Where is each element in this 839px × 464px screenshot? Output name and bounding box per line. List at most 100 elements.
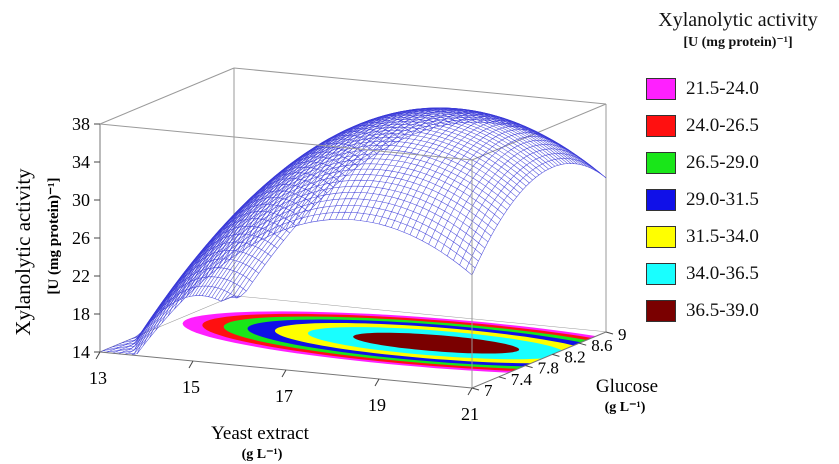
mesh-line-yeast-35 [316,109,452,222]
mesh-line-glucose-37 [217,111,591,301]
mesh-line-yeast-22 [236,142,371,255]
box-edge-right-floor-y [471,331,607,389]
legend-item: 31.5-34.0 [646,222,759,252]
mesh-line-yeast-1 [106,285,241,353]
y-tick-label-8.6: 8.6 [591,336,612,355]
y-axis-label: Glucose [596,376,658,397]
x-tick-mark-15 [188,360,194,369]
legend-swatch [646,263,676,285]
legend-label: 34.0-36.5 [686,263,759,284]
mesh-line-yeast-60 [471,163,607,276]
mesh-line-yeast-11 [167,204,303,316]
mesh-line-glucose-15 [147,137,521,326]
mesh-line-yeast-57 [453,148,588,261]
y-tick-label-7: 7 [484,381,493,400]
mesh-line-yeast-41 [353,108,489,221]
legend-label: 29.0-31.5 [686,189,759,210]
mesh-line-yeast-30 [285,117,421,230]
z-tick-label-34: 34 [72,152,90,172]
mesh-line-yeast-32 [298,113,433,226]
legend-item: 36.5-39.0 [646,296,759,326]
mesh-line-yeast-45 [378,112,514,225]
legend-swatch [646,152,676,174]
z-tick-label-26: 26 [72,228,90,248]
y-axis-unit: (g L⁻¹) [605,400,646,415]
mesh-line-yeast-34 [310,110,445,223]
x-tick-label-15: 15 [182,377,200,397]
legend-swatch [646,226,676,248]
legend-item: 24.0-26.5 [646,111,759,141]
x-axis-label: Yeast extract [211,423,310,444]
z-axis-unit: [U (mg protein)⁻¹] [46,177,62,294]
mesh-line-glucose-24 [176,113,549,302]
mesh-line-yeast-29 [279,119,414,232]
mesh-line-yeast-33 [304,111,439,224]
x-axis-unit: (g L⁻¹) [242,447,283,462]
legend-item: 21.5-24.0 [646,74,759,104]
mesh-line-yeast-47 [391,115,526,228]
mesh-line-yeast-44 [372,110,507,223]
mesh-line-yeast-36 [322,108,458,221]
mesh-line-yeast-39 [341,107,476,220]
mesh-line-yeast-48 [397,117,532,230]
box-edge-front-top-x [99,123,473,161]
y-tick-mark-7.8 [525,365,533,369]
contour-band-36.5-39.0 [353,332,520,354]
mesh-line-yeast-6 [136,241,272,354]
mesh-line-yeast-3 [118,267,253,355]
mesh-line-yeast-12 [174,197,309,310]
legend-swatch [646,78,676,100]
legend-label: 36.5-39.0 [686,300,759,321]
legend-item: 34.0-36.5 [646,259,759,289]
y-tick-mark-8.6 [579,342,587,346]
z-tick-label-38: 38 [72,114,90,134]
mesh-line-yeast-23 [242,138,377,251]
z-tick-label-14: 14 [72,342,90,362]
mesh-line-glucose-19 [160,124,533,313]
y-tick-label-7.8: 7.8 [538,359,559,378]
legend-item: 29.0-31.5 [646,185,759,215]
z-axis-label: Xylanolytic activity [11,168,35,336]
z-tick-label-30: 30 [72,190,90,210]
y-tick-label-7.4: 7.4 [511,370,533,389]
z-tick-label-18: 18 [72,304,90,324]
x-tick-mark-21 [467,387,473,396]
legend-swatch [646,115,676,137]
z-axis-title: Xylanolytic activity [11,168,35,336]
mesh-line-yeast-46 [384,113,520,226]
mesh-line-yeast-20 [223,151,359,264]
mesh-line-yeast-49 [403,120,538,233]
response-surface-mesh [99,107,607,356]
x-tick-label-19: 19 [368,395,386,415]
box-edge-back-top-x [233,67,607,105]
mesh-line-yeast-27 [267,124,402,237]
legend-swatch [646,300,676,322]
y-tick-label-8.2: 8.2 [564,347,585,366]
mesh-line-yeast-25 [254,131,390,244]
x-tick-label-21: 21 [461,404,479,424]
mesh-line-yeast-15 [192,178,328,291]
box-edge-top-left-y [99,67,235,125]
mesh-line-yeast-38 [335,107,470,220]
y-tick-mark-9 [605,331,614,335]
mesh-line-yeast-58 [459,153,594,266]
mesh-line-yeast-52 [422,129,557,242]
z-tick-label-22: 22 [72,266,90,286]
legend-item: 26.5-29.0 [646,148,759,178]
x-tick-mark-19 [374,378,380,387]
y-tick-label-9: 9 [618,325,627,344]
x-tick-label-13: 13 [89,368,107,388]
mesh-line-yeast-21 [229,147,365,260]
legend-title: Xylanolytic activity [658,9,818,31]
z-axis-unit-label: [U (mg protein)⁻¹] [46,177,62,294]
y-tick-mark-7.4 [498,376,506,380]
mesh-line-yeast-13 [180,190,315,303]
mesh-line-yeast-53 [428,132,563,245]
legend-label: 21.5-24.0 [686,78,759,99]
mesh-line-yeast-0 [99,295,235,353]
mesh-line-yeast-43 [366,109,501,222]
box-edge-top-right-y [471,103,607,161]
mesh-line-yeast-55 [440,140,576,252]
legend-swatch [646,189,676,211]
y-tick-mark-8.2 [552,353,560,357]
